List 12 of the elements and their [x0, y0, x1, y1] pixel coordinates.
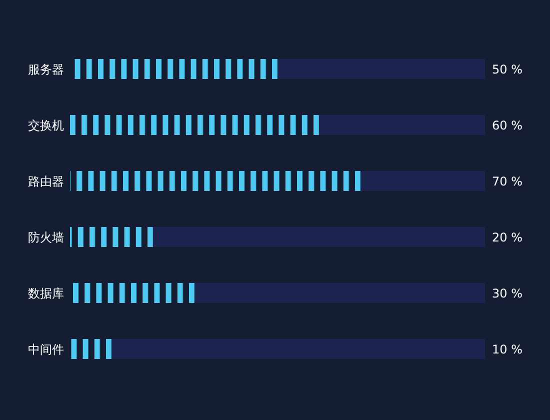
data-label: 30 %: [492, 286, 522, 300]
y-tick-label: 中间件: [28, 342, 64, 356]
y-tick-label: 服务器: [28, 62, 64, 76]
data-label: 70 %: [492, 174, 522, 188]
y-tick-label: 数据库: [28, 286, 64, 300]
y-tick-label: 路由器: [28, 174, 64, 188]
y-tick-label: 交换机: [28, 118, 64, 132]
data-label: 20 %: [492, 230, 522, 244]
data-label: 60 %: [492, 118, 522, 132]
y-tick-label: 防火墙: [28, 230, 64, 244]
data-label: 50 %: [492, 62, 522, 76]
data-label: 10 %: [492, 342, 522, 356]
